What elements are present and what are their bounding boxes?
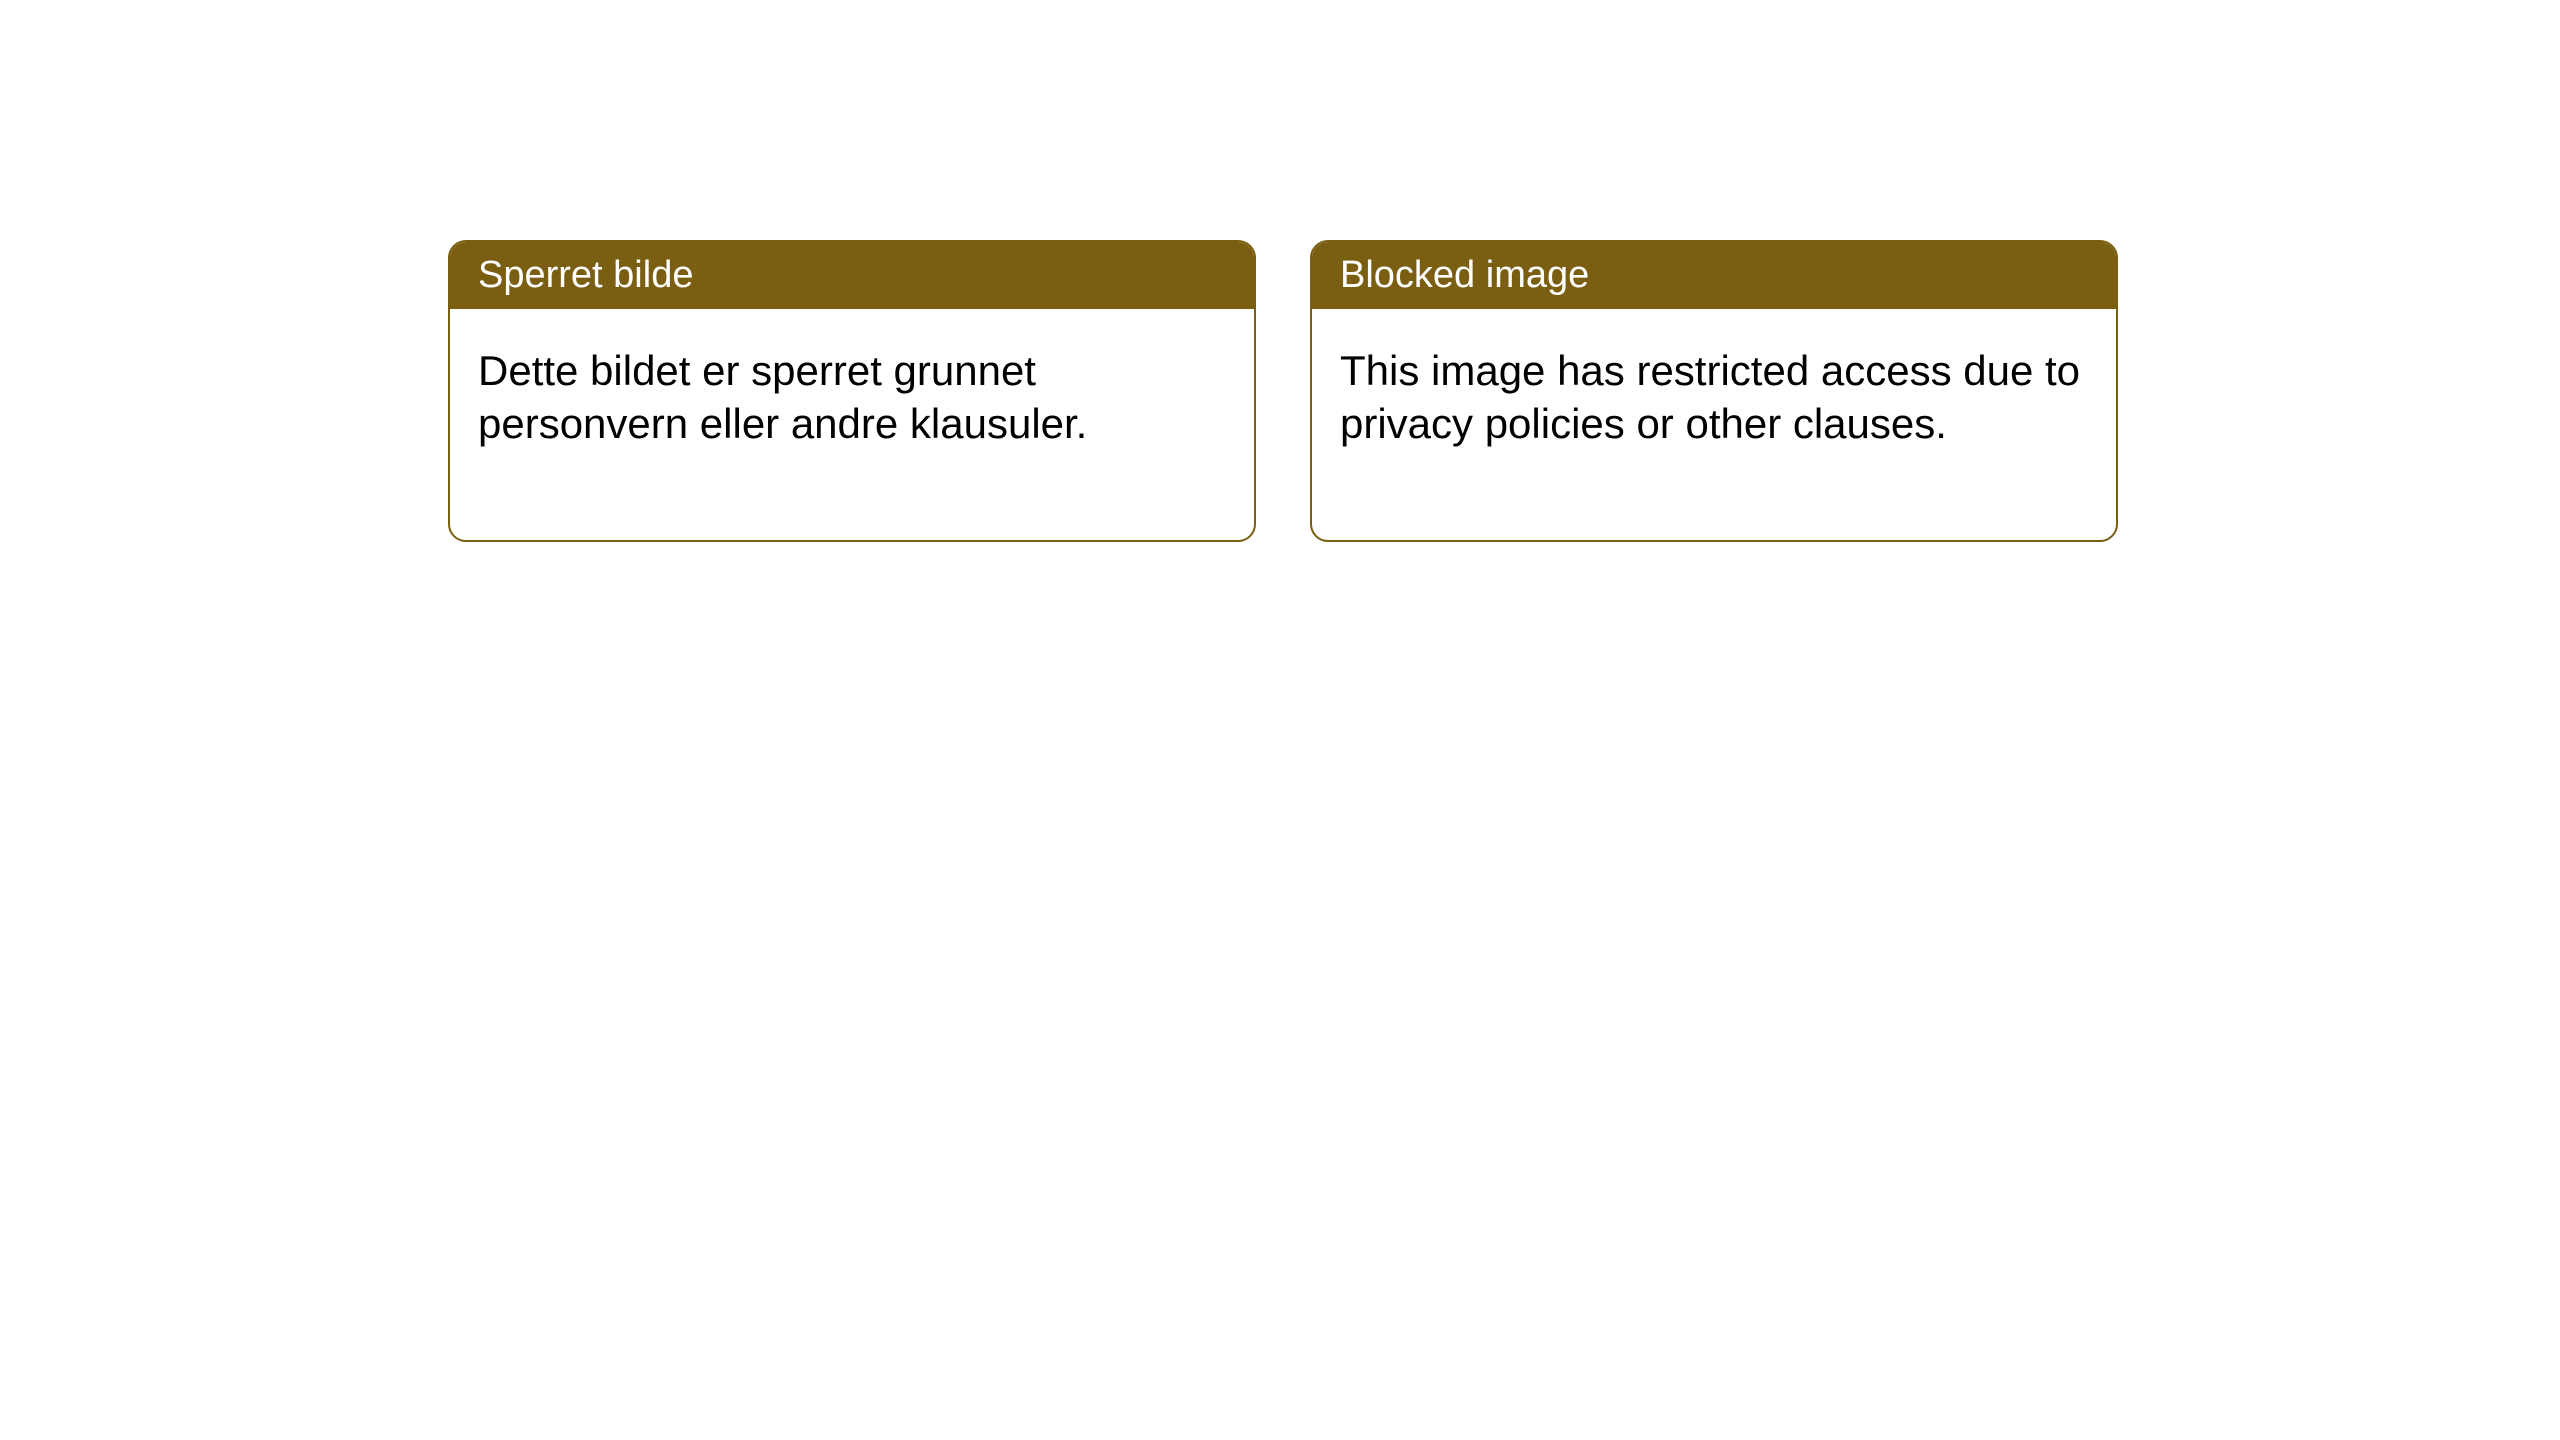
blocked-image-card-no: Sperret bilde Dette bildet er sperret gr… [448,240,1256,542]
card-body-en: This image has restricted access due to … [1312,309,2116,540]
blocked-image-card-en: Blocked image This image has restricted … [1310,240,2118,542]
card-header-no: Sperret bilde [450,242,1254,309]
notice-container: Sperret bilde Dette bildet er sperret gr… [0,0,2560,542]
card-body-no: Dette bildet er sperret grunnet personve… [450,309,1254,540]
card-header-en: Blocked image [1312,242,2116,309]
